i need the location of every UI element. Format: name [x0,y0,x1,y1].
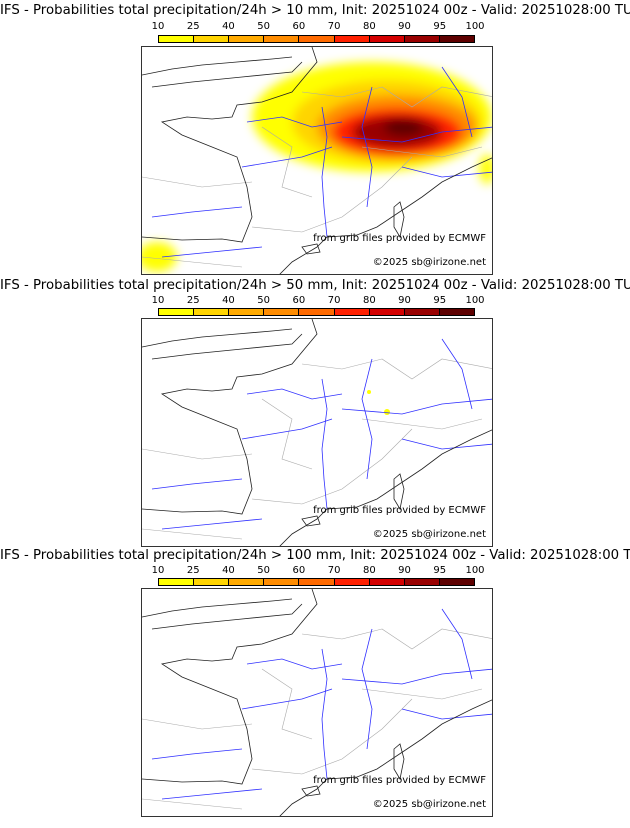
colorbar-tick: 95 [433,21,447,32]
colorbar-swatch [159,309,195,315]
colorbar-swatch [264,309,300,315]
colorbar [158,308,475,316]
colorbar [158,578,475,586]
source-credit: from grib files provided by ECMWF [313,233,486,244]
colorbar-tick: 90 [398,565,411,576]
colorbar-tick: 70 [327,21,341,32]
colorbar-swatch [404,579,440,585]
panel-title: IFS - Probabilities total precipitation/… [0,278,630,293]
panel-title: IFS - Probabilities total precipitation/… [0,3,630,18]
colorbar-ticks: 10 25 40 50 60 70 80 90 95 100 [152,21,485,33]
colorbar-swatch [159,579,195,585]
colorbar-tick: 40 [222,565,235,576]
colorbar-swatch [194,309,230,315]
colorbar-tick: 40 [222,21,235,32]
colorbar-swatch [369,309,405,315]
colorbar-swatch [264,579,300,585]
colorbar-tick: 90 [398,295,411,306]
panel-title: IFS - Probabilities total precipitation/… [0,548,630,563]
colorbar-tick: 70 [327,295,341,306]
colorbar-tick: 80 [362,21,376,32]
source-credit: from grib files provided by ECMWF [313,775,486,786]
colorbar-swatch [299,36,335,42]
colorbar-tick: 95 [433,295,447,306]
colorbar-swatch [229,579,265,585]
colorbar-swatch [194,36,230,42]
precipitation-map: from grib files provided by ECMWF ©2025 s… [141,318,493,547]
colorbar-tick: 25 [186,565,200,576]
colorbar-tick: 50 [257,295,271,306]
colorbar-tick: 80 [362,565,376,576]
colorbar-tick: 10 [151,565,165,576]
colorbar-tick: 70 [327,565,341,576]
colorbar-swatch [404,36,440,42]
colorbar-ticks: 10 25 40 50 60 70 80 90 95 100 [152,295,485,307]
colorbar-swatch [439,36,474,42]
colorbar-tick: 50 [257,21,271,32]
colorbar-swatch [439,579,474,585]
colorbar-swatch [299,309,335,315]
colorbar-swatch [194,579,230,585]
colorbar-tick: 50 [257,565,271,576]
precipitation-map: from grib files provided by ECMWF ©2025 s… [141,588,493,817]
colorbar-tick: 95 [433,565,447,576]
colorbar-tick: 60 [292,21,306,32]
colorbar-tick: 10 [151,295,165,306]
colorbar-tick: 90 [398,21,411,32]
colorbar-tick: 60 [292,565,306,576]
colorbar-tick: 10 [151,21,165,32]
copyright-credit: ©2025 sb@irizone.net [372,799,486,810]
colorbar-tick: 80 [362,295,376,306]
colorbar-swatch [439,309,474,315]
colorbar-swatch [334,579,370,585]
colorbar-tick: 100 [465,295,485,306]
colorbar-swatch [334,309,370,315]
copyright-credit: ©2025 sb@irizone.net [372,257,486,268]
source-credit: from grib files provided by ECMWF [313,505,486,516]
colorbar-tick: 60 [292,295,306,306]
colorbar-tick: 40 [222,295,235,306]
colorbar-swatch [369,579,405,585]
colorbar-ticks: 10 25 40 50 60 70 80 90 95 100 [152,565,485,577]
colorbar [158,35,475,43]
colorbar-swatch [229,36,265,42]
precipitation-map: from grib files provided by ECMWF ©2025 s… [141,46,493,275]
colorbar-tick: 25 [186,21,200,32]
colorbar-swatch [369,36,405,42]
precip-field [367,390,390,415]
colorbar-swatch [404,309,440,315]
copyright-credit: ©2025 sb@irizone.net [372,529,486,540]
colorbar-swatch [229,309,265,315]
colorbar-swatch [334,36,370,42]
colorbar-tick: 100 [465,21,485,32]
colorbar-swatch [159,36,195,42]
colorbar-tick: 25 [186,295,200,306]
colorbar-swatch [264,36,300,42]
precip-field [142,62,492,272]
colorbar-swatch [299,579,335,585]
colorbar-tick: 100 [465,565,485,576]
